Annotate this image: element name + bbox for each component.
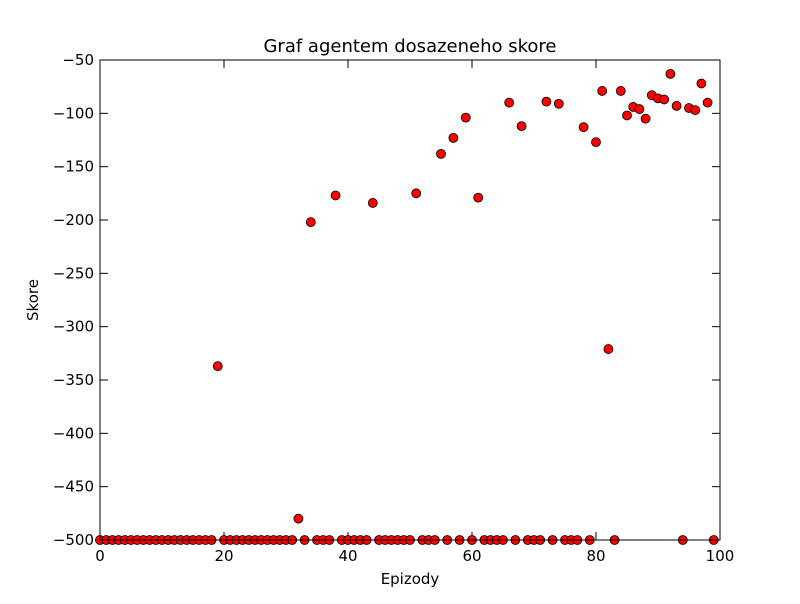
data-point <box>411 188 422 199</box>
data-point <box>367 198 378 208</box>
data-point <box>702 97 713 108</box>
data-point <box>553 98 564 109</box>
x-tick-label: 100 <box>706 547 735 565</box>
y-tick-label: −450 <box>53 478 94 496</box>
y-tick-label: −300 <box>53 318 94 336</box>
data-point <box>591 137 601 148</box>
data-point <box>460 112 471 123</box>
y-tick-label: −100 <box>53 104 94 122</box>
data-point <box>696 78 707 89</box>
data-point <box>330 190 341 201</box>
x-tick-label: 80 <box>586 547 605 565</box>
y-axis-label: Skore <box>24 279 42 321</box>
data-point <box>578 122 589 133</box>
chart-title: Graf agentem dosazeneho skore <box>263 36 556 57</box>
data-points <box>95 68 719 545</box>
data-point <box>671 100 682 111</box>
y-ticks: −500 −450 −400 −350 −300 −250 −200 −150 −100 −50 <box>53 51 720 549</box>
x-axis-label: Epizody <box>381 570 440 588</box>
data-point <box>640 113 651 124</box>
data-point <box>615 86 626 96</box>
data-point <box>634 104 645 114</box>
data-point <box>516 121 527 132</box>
data-point <box>293 513 304 524</box>
x-tick-label: 60 <box>462 547 481 565</box>
y-tick-label: −150 <box>53 158 94 176</box>
x-ticks: 0 20 40 60 80 100 <box>95 60 734 565</box>
y-tick-label: −200 <box>53 211 94 229</box>
data-point <box>690 105 701 116</box>
x-tick-label: 40 <box>338 547 357 565</box>
data-point <box>603 344 614 354</box>
y-tick-label: −400 <box>53 424 94 442</box>
x-tick-label: 20 <box>214 547 233 565</box>
data-point <box>212 361 223 372</box>
data-point <box>597 86 608 96</box>
data-point <box>659 94 670 105</box>
y-tick-label: −250 <box>53 264 94 282</box>
plot-frame <box>99 59 721 541</box>
data-point <box>504 97 515 108</box>
y-tick-label: −500 <box>53 531 94 549</box>
data-point <box>305 217 316 228</box>
data-point <box>665 68 676 79</box>
y-tick-label: −50 <box>62 51 94 69</box>
data-point <box>622 110 632 121</box>
data-point <box>541 96 552 107</box>
data-point <box>473 192 484 203</box>
data-point <box>448 132 459 143</box>
data-point <box>436 148 446 159</box>
y-tick-label: −350 <box>53 371 94 389</box>
x-tick-label: 0 <box>95 547 105 565</box>
